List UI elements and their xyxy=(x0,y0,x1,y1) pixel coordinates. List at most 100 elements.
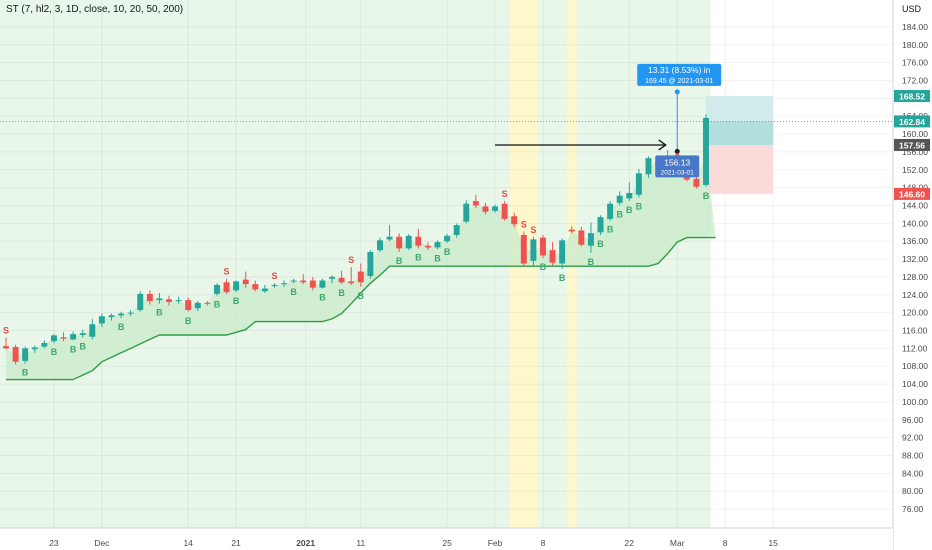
y-tick-label: 152.00 xyxy=(902,165,928,175)
measure-label-line1: 13.31 (8.53%) in xyxy=(648,65,711,75)
buy-signal: B xyxy=(415,252,422,262)
sell-signal: S xyxy=(502,189,508,199)
candle xyxy=(309,276,316,291)
candle-body xyxy=(204,302,211,304)
candle xyxy=(204,301,211,306)
y-tick-label: 92.00 xyxy=(902,433,924,443)
currency-label: USD xyxy=(902,4,922,14)
buy-signal: B xyxy=(703,191,710,201)
sell-signal: S xyxy=(530,225,536,235)
price-tag-box xyxy=(894,115,930,128)
y-tick-label: 176.00 xyxy=(902,58,928,68)
candle xyxy=(242,271,249,288)
arrow-head xyxy=(658,139,667,151)
candle-body xyxy=(549,250,556,263)
buy-signal: B xyxy=(156,308,163,318)
entry-label-line1: 156.13 xyxy=(664,157,690,167)
candle-body xyxy=(290,280,297,282)
candle xyxy=(213,283,220,296)
candle xyxy=(453,223,460,238)
candle xyxy=(386,225,393,242)
candle xyxy=(396,233,403,252)
candle-body xyxy=(70,334,77,340)
y-tick-label: 132.00 xyxy=(902,254,928,264)
candle-body xyxy=(616,195,623,203)
candle-body xyxy=(281,283,288,285)
candle-body xyxy=(568,229,575,232)
candle-body xyxy=(597,217,604,233)
y-tick-label: 120.00 xyxy=(902,308,928,318)
candle-body xyxy=(118,313,125,316)
candle xyxy=(175,296,182,304)
price-tag-box xyxy=(894,187,930,200)
buy-signal: B xyxy=(290,287,297,297)
y-tick-label: 180.00 xyxy=(902,40,928,50)
candle xyxy=(223,278,230,294)
measure-start-dot xyxy=(674,148,680,154)
candle-body xyxy=(463,203,470,222)
y-tick-label: 84.00 xyxy=(902,468,924,478)
price-axis: 76.00 80.00 84.00 88.00 92.00 96.00 100.00 104.… xyxy=(892,0,932,550)
x-tick-label: 14 xyxy=(183,538,193,548)
entry-label-box xyxy=(655,155,700,178)
candle-body xyxy=(252,284,259,290)
buy-signal: B xyxy=(338,288,345,298)
buy-signal: B xyxy=(559,273,566,283)
filled-zone xyxy=(706,121,774,145)
candle-body xyxy=(60,337,67,339)
y-tick-label: 76.00 xyxy=(902,504,924,514)
candle-body xyxy=(12,347,19,362)
entry-label-line2: 2021-03-01 xyxy=(661,169,695,176)
candle xyxy=(290,278,297,284)
candle-body xyxy=(482,206,489,212)
candle xyxy=(434,240,441,250)
candle-body xyxy=(405,235,412,249)
x-tick-label: 2021 xyxy=(296,538,315,548)
candle xyxy=(281,280,288,287)
candle xyxy=(338,270,345,285)
candle xyxy=(597,215,604,235)
trade-zones xyxy=(706,96,774,194)
candle-body xyxy=(98,316,105,324)
y-tick-label: 148.00 xyxy=(902,183,928,193)
candle xyxy=(118,311,125,318)
candle xyxy=(12,344,19,365)
x-tick-label: 22 xyxy=(625,538,635,548)
candle xyxy=(31,345,38,353)
buy-signal: B xyxy=(185,316,192,326)
buy-signal: B xyxy=(434,253,441,263)
candle xyxy=(405,234,412,251)
supertrend-line xyxy=(6,236,716,381)
buy-signal: B xyxy=(214,300,221,310)
supertrend-indicator xyxy=(6,151,716,381)
y-tick-label: 124.00 xyxy=(902,290,928,300)
stop-zone xyxy=(706,144,774,194)
buy-signal: B xyxy=(626,205,633,215)
candle xyxy=(463,200,470,224)
y-tick-label: 144.00 xyxy=(902,201,928,211)
candle-body xyxy=(693,178,700,187)
candle-body xyxy=(357,271,364,283)
y-tick-label: 112.00 xyxy=(902,343,928,353)
x-tick-label: 8 xyxy=(723,538,728,548)
candle-body xyxy=(300,280,307,283)
sell-signal: S xyxy=(348,255,354,265)
indicator-legend[interactable]: ST (7, hl2, 3, 1D, close, 10, 20, 50, 20… xyxy=(6,4,184,15)
candle-body xyxy=(338,277,345,283)
candle-body xyxy=(472,201,479,206)
time-axis: 23 Dec 14 21 2021 11 25 Feb 8 22 Mar 8 15 xyxy=(0,527,893,550)
candle-body xyxy=(453,225,460,235)
candle-body xyxy=(377,240,383,251)
candle-body xyxy=(271,284,278,286)
candle xyxy=(587,222,594,253)
price-tag-label: 157.56 xyxy=(899,140,925,150)
sell-signal: S xyxy=(521,219,527,229)
candle-body xyxy=(309,280,316,288)
x-tick-label: 25 xyxy=(442,538,452,548)
candle xyxy=(607,201,614,221)
measure-end-dot xyxy=(674,89,680,95)
y-tick-label: 172.00 xyxy=(902,76,928,86)
candle xyxy=(70,331,77,341)
candle-body xyxy=(587,233,594,246)
